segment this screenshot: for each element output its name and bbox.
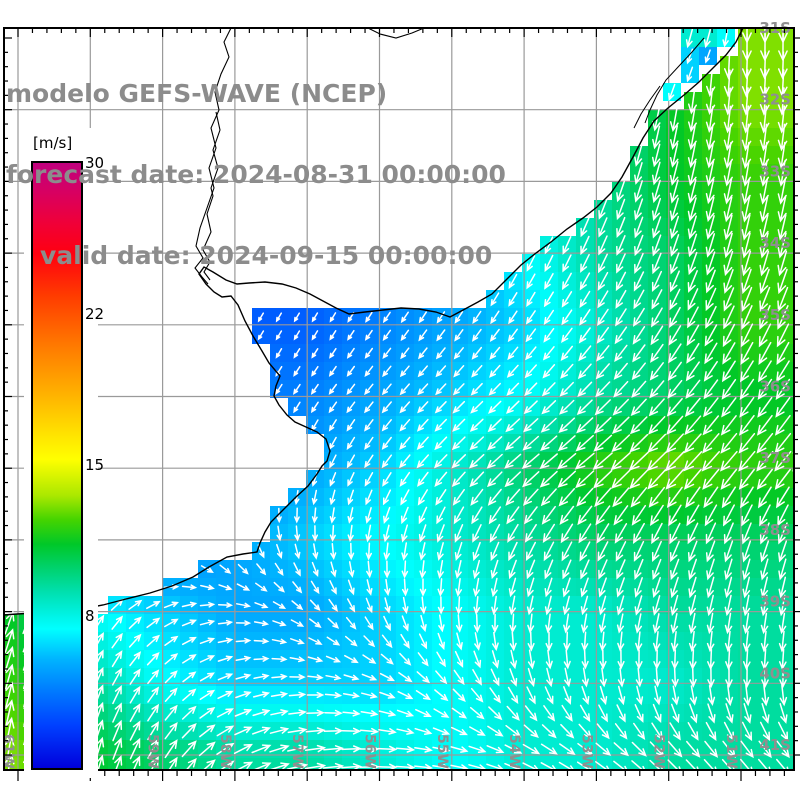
colorbar-tick: 22 xyxy=(85,305,105,323)
title-block: modelo GEFS-WAVE (NCEP) forecast date: 2… xyxy=(6,26,506,323)
longitude-label: 54W xyxy=(506,734,522,769)
valid-date-line: valid date: 2024-09-15 00:00:00 xyxy=(40,241,493,270)
longitude-label: 57W xyxy=(289,734,305,769)
latitude-label: 37S xyxy=(759,449,791,467)
latitude-label: 38S xyxy=(759,521,791,539)
longitude-label: 52W xyxy=(651,734,667,769)
latitude-label: 35S xyxy=(759,306,791,324)
river-line xyxy=(367,28,425,39)
latitude-label: 32S xyxy=(759,91,791,109)
colorbar-tick: 8 xyxy=(85,607,95,625)
latitude-label: 39S xyxy=(759,593,791,611)
longitude-label: 58W xyxy=(217,734,233,769)
longitude-label: 53W xyxy=(578,734,594,769)
lagoon-outline xyxy=(633,85,661,129)
latitude-label: 34S xyxy=(759,234,791,252)
colorbar-unit-label: [m/s] xyxy=(33,134,73,152)
longitude-label: 51W xyxy=(723,734,739,769)
latitude-label: 36S xyxy=(759,378,791,396)
frame-and-ticks-layer xyxy=(3,27,800,781)
longitude-label: 55W xyxy=(434,734,450,769)
colorbar: [m/s] 30 22 15 8 xyxy=(24,128,104,778)
river-line xyxy=(202,111,221,281)
colorbar-tick: 15 xyxy=(85,456,105,474)
coastline-layer xyxy=(4,28,744,616)
latitude-label: 41S xyxy=(759,736,791,754)
model-title: modelo GEFS-WAVE (NCEP) xyxy=(6,79,388,108)
coastline xyxy=(4,28,744,616)
lagoon-outline xyxy=(644,37,705,124)
colorbar-gradient xyxy=(31,161,83,770)
longitude-label: 56W xyxy=(362,734,378,769)
latitude-label: 33S xyxy=(759,162,791,180)
colorbar-tick: 30 xyxy=(85,154,105,172)
longitude-label: 61W xyxy=(0,734,16,769)
river-line xyxy=(194,28,232,285)
map-frame xyxy=(3,27,795,771)
forecast-date-line: forecast date: 2024-08-31 00:00:00 xyxy=(6,160,506,189)
latitude-label: 40S xyxy=(759,664,791,682)
longitude-label: 59W xyxy=(145,734,161,769)
